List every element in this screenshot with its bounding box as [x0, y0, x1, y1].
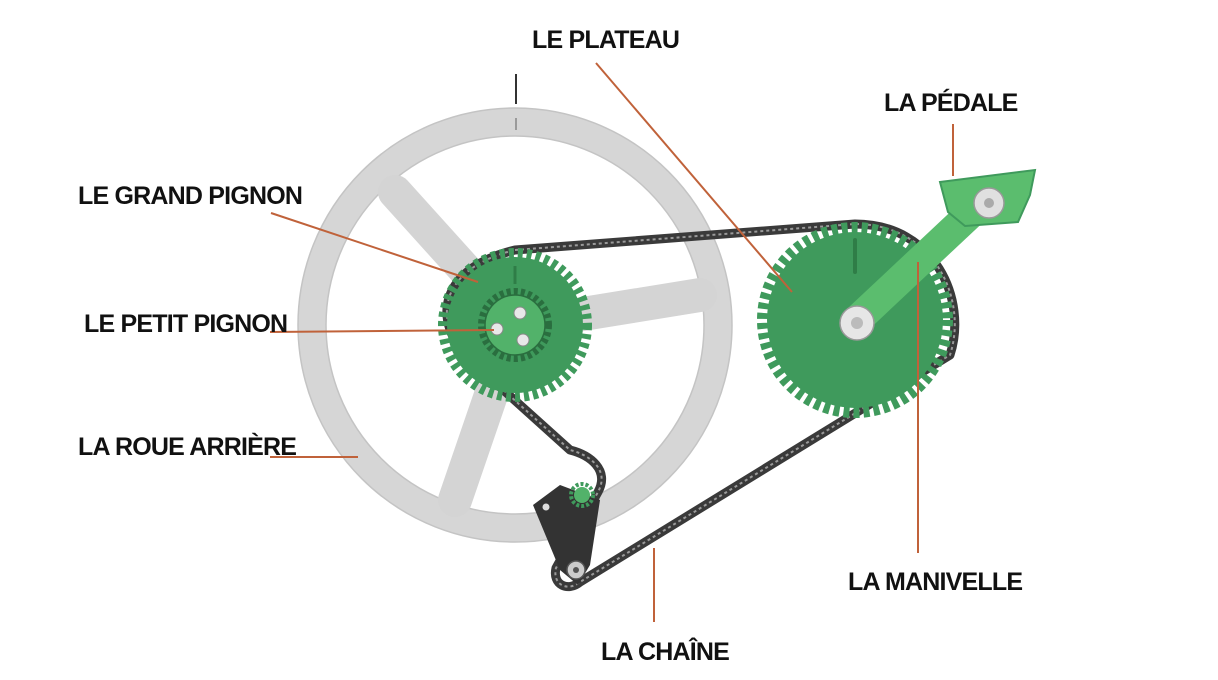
leader-line-grand-pignon: [270, 212, 479, 283]
label-pedale: LA PÉDALE: [884, 88, 1018, 117]
leader-lines: [269, 62, 954, 622]
cog-bolt: [513, 306, 527, 320]
label-chaine: LA CHAÎNE: [601, 636, 729, 666]
small-cog: [478, 288, 552, 362]
label-manivelle: LA MANIVELLE: [848, 568, 1022, 596]
pedal: [938, 168, 1037, 228]
label-petit-pignon: LE PETIT PIGNON: [84, 310, 287, 338]
label-roue-arriere: LA ROUE ARRIÈRE: [78, 432, 296, 461]
leader-line-plateau: [595, 62, 793, 293]
cog-bolt: [516, 333, 530, 347]
label-grand-pignon: LE GRAND PIGNON: [78, 182, 302, 210]
cog-bolt: [490, 322, 504, 336]
label-plateau: LE PLATEAU: [532, 26, 679, 54]
leader-line-petit-pignon: [269, 329, 495, 333]
rear-derailleur: [533, 482, 600, 585]
chain: [442, 219, 960, 591]
